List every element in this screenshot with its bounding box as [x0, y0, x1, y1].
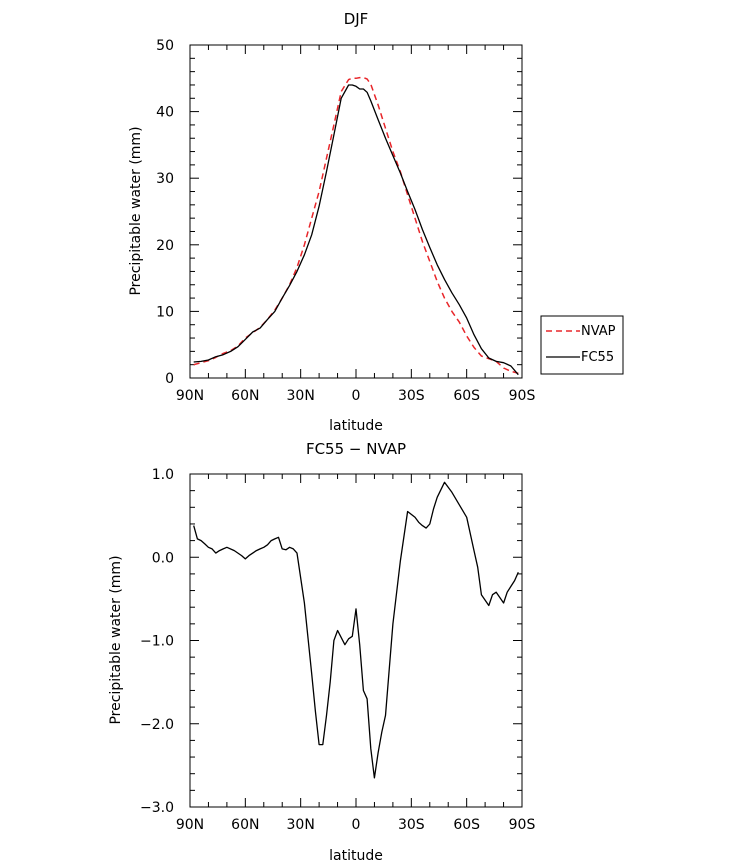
x-tick-label: 60S — [453, 388, 480, 404]
legend-label-nvap: NVAP — [581, 324, 616, 339]
bottom-x-axis-label: latitude — [329, 848, 383, 864]
top-x-axis-label: latitude — [329, 418, 383, 434]
y-tick-label: 0.0 — [152, 550, 174, 566]
bottom-y-axis-label: Precipitable water (mm) — [108, 555, 124, 724]
top-chart-title: DJF — [344, 10, 369, 28]
x-tick-label: 60N — [231, 388, 259, 404]
x-tick-label: 90N — [176, 817, 204, 833]
bottom-series — [193, 481, 519, 779]
y-tick-label: 10 — [156, 304, 174, 320]
x-tick-label: 30S — [398, 388, 425, 404]
y-tick-label: 50 — [156, 38, 174, 54]
series-line-nvap — [193, 76, 519, 375]
top-panel-djf: DJF 90N 60N 30N 0 30S 60S 90S 0 10 20 30 40 50 latit… — [128, 10, 624, 434]
y-tick-label: −3.0 — [140, 800, 174, 816]
bottom-chart-title: FC55 − NVAP — [306, 440, 406, 458]
top-plot-frame — [189, 44, 523, 379]
top-ticks: 90N 60N 30N 0 30S 60S 90S 0 10 20 30 40 50 — [156, 38, 535, 404]
top-y-axis-label: Precipitable water (mm) — [128, 126, 144, 295]
x-tick-label: 0 — [352, 817, 361, 833]
x-tick-label: 90N — [176, 388, 204, 404]
series-line-fc55 — [193, 84, 519, 376]
x-tick-label: 30N — [287, 817, 315, 833]
bottom-panel-difference: FC55 − NVAP 90N 60N 30N 0 30S 60S 90S −3.0 −2.0 −… — [108, 440, 535, 864]
x-tick-label: 60N — [231, 817, 259, 833]
x-tick-label: 30N — [287, 388, 315, 404]
top-series — [193, 76, 519, 376]
bottom-plot-frame — [189, 473, 523, 808]
x-tick-label: 90S — [509, 817, 536, 833]
x-tick-label: 60S — [453, 817, 480, 833]
y-tick-label: 1.0 — [152, 467, 174, 483]
legend-label-fc55: FC55 — [581, 350, 614, 365]
y-tick-label: 30 — [156, 171, 174, 187]
bottom-ticks: 90N 60N 30N 0 30S 60S 90S −3.0 −2.0 −1.0 0.0 1.0 — [140, 467, 535, 833]
y-tick-label: 0 — [165, 371, 174, 387]
x-tick-label: 30S — [398, 817, 425, 833]
legend-box — [540, 315, 624, 375]
y-tick-label: 40 — [156, 105, 174, 121]
x-tick-label: 0 — [352, 388, 361, 404]
y-tick-label: −2.0 — [140, 717, 174, 733]
y-tick-label: 20 — [156, 238, 174, 254]
y-tick-label: −1.0 — [140, 634, 174, 650]
x-tick-label: 90S — [509, 388, 536, 404]
legend: NVAP FC55 — [540, 315, 624, 375]
series-line-difference — [193, 481, 519, 779]
